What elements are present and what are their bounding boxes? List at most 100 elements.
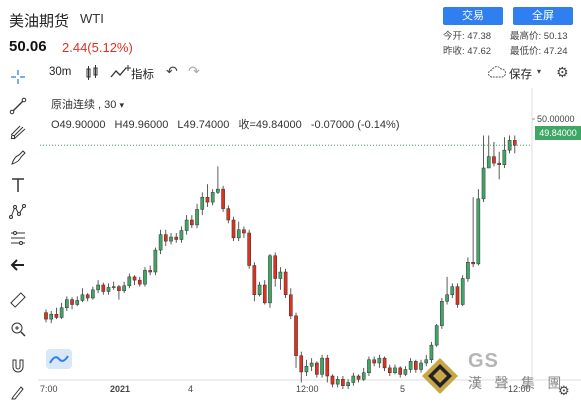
candle-body (127, 276, 132, 287)
candle-body (70, 299, 74, 305)
candle-body (143, 270, 147, 285)
candle-body (273, 255, 277, 279)
magnet-icon[interactable] (8, 356, 28, 376)
candle-body (59, 307, 64, 318)
candle-body (502, 149, 507, 165)
interval-selector[interactable]: 30m (49, 66, 72, 78)
stat-prev-close: 昨收: 47.62 (443, 46, 492, 57)
candle-body (85, 294, 90, 299)
lock-pencil-icon[interactable] (8, 382, 28, 402)
candle-body (289, 294, 293, 317)
legend-high: H49.96000 (114, 119, 169, 131)
save-button[interactable]: 保存 (509, 69, 532, 81)
candle-body (393, 367, 397, 373)
candle-body (54, 314, 59, 318)
back-arrow-icon[interactable] (8, 255, 28, 275)
current-price: 50.06 (9, 38, 47, 55)
text-icon[interactable] (8, 175, 28, 195)
candle-body (190, 219, 194, 226)
legend-symbol: 原油连续 (51, 99, 95, 111)
legend-close: 收=49.84000 (238, 119, 302, 131)
candle-body (367, 359, 371, 373)
zoom-in-icon[interactable] (8, 319, 28, 339)
candle-body (481, 167, 486, 200)
x-tick-label: 2021 (110, 384, 130, 394)
candlestick-chart[interactable]: 50.00000 7:00 2021 4 12:00 5 12:00 (38, 88, 581, 402)
brush-icon[interactable] (8, 148, 28, 168)
fib-icon[interactable] (8, 228, 28, 248)
fullscreen-button[interactable]: 全屏 (513, 7, 573, 25)
undo-icon[interactable]: ↶ (166, 63, 178, 79)
candle-body (414, 361, 418, 370)
crosshair-icon[interactable] (8, 67, 28, 87)
settings-gear-icon[interactable]: ⚙ (556, 64, 569, 80)
candle-body (424, 359, 429, 364)
legend-collapse-icon[interactable]: ▾ (119, 100, 125, 110)
watermark-text: 漢 聲 集 團 (468, 376, 566, 392)
stat-low: 最低价: 47.24 (510, 46, 568, 57)
candle-body (278, 271, 283, 279)
chart-settings-gear-icon[interactable]: ⚙ (558, 383, 570, 398)
candle-body (440, 301, 444, 326)
redo-icon[interactable]: ↷ (188, 63, 200, 79)
pattern-icon[interactable] (8, 202, 28, 222)
candle-body (486, 156, 491, 169)
price-stats: 今开: 47.38 最高价: 50.13 昨收: 47.62 最低价: 47.2… (443, 29, 577, 59)
candle-body (377, 357, 382, 364)
last-price-label: 49.84000 (535, 126, 581, 140)
candle-body (236, 229, 241, 239)
candle-body (137, 279, 142, 285)
x-tick-label: 7:00 (40, 384, 58, 394)
instrument-title: 美油期货 (9, 13, 70, 30)
indicators-button[interactable]: 指标 (131, 69, 154, 81)
cloud-icon[interactable] (488, 65, 506, 82)
candle-body (429, 344, 434, 360)
candle-body (492, 156, 496, 164)
candle-body (96, 284, 100, 291)
candle-body (408, 361, 413, 370)
fork-icon[interactable] (8, 122, 28, 142)
candle-body (117, 286, 121, 291)
chart-toolbar: 30m 指标 ↶ ↷ 保存 ▾ ⚙ (0, 62, 581, 86)
candle-body (101, 284, 106, 292)
candle-body (65, 299, 69, 308)
stat-high: 最高价: 50.13 (510, 31, 568, 42)
price-chart[interactable]: 50.00000 7:00 2021 4 12:00 5 12:00 原油连续 , 30 ▾… (38, 88, 581, 402)
candle-body (398, 367, 403, 375)
candle-body (315, 362, 319, 375)
candle-body (471, 262, 475, 265)
candle-body (242, 229, 246, 234)
candle-body (184, 219, 189, 231)
candle-body (148, 270, 152, 273)
trade-button[interactable]: 交易 (443, 7, 503, 25)
x-tick-label: 4 (188, 384, 193, 394)
trend-line-icon[interactable] (8, 96, 28, 116)
candle-body (450, 286, 455, 295)
candle-body (325, 357, 330, 377)
candle-body (257, 284, 262, 295)
candle-type-icon[interactable] (84, 64, 100, 85)
candle-body (356, 375, 361, 380)
indicators-icon[interactable] (110, 64, 132, 85)
candle-body (49, 314, 54, 320)
candle-body (434, 325, 439, 346)
candle-body (419, 362, 423, 370)
chart-legend: 原油连续 , 30 ▾ O49.90000 H49.96000 L49.7400… (51, 99, 400, 131)
save-dropdown-icon[interactable]: ▾ (537, 67, 542, 76)
candle-body (460, 278, 465, 305)
candle-body (169, 236, 173, 242)
x-tick-label: 12:00 (296, 384, 319, 394)
candle-body (153, 249, 158, 273)
candle-body (252, 265, 257, 295)
stat-open: 今开: 47.38 (443, 31, 492, 42)
candle-body (309, 362, 314, 367)
candle-body (262, 284, 267, 304)
candle-body (216, 188, 220, 193)
candle-body (346, 382, 350, 386)
candle-body (80, 294, 85, 301)
candle-body (299, 355, 304, 373)
candle-body (247, 232, 251, 266)
candle-body (507, 140, 512, 151)
ruler-icon[interactable] (8, 290, 28, 310)
candle-body (382, 357, 387, 369)
